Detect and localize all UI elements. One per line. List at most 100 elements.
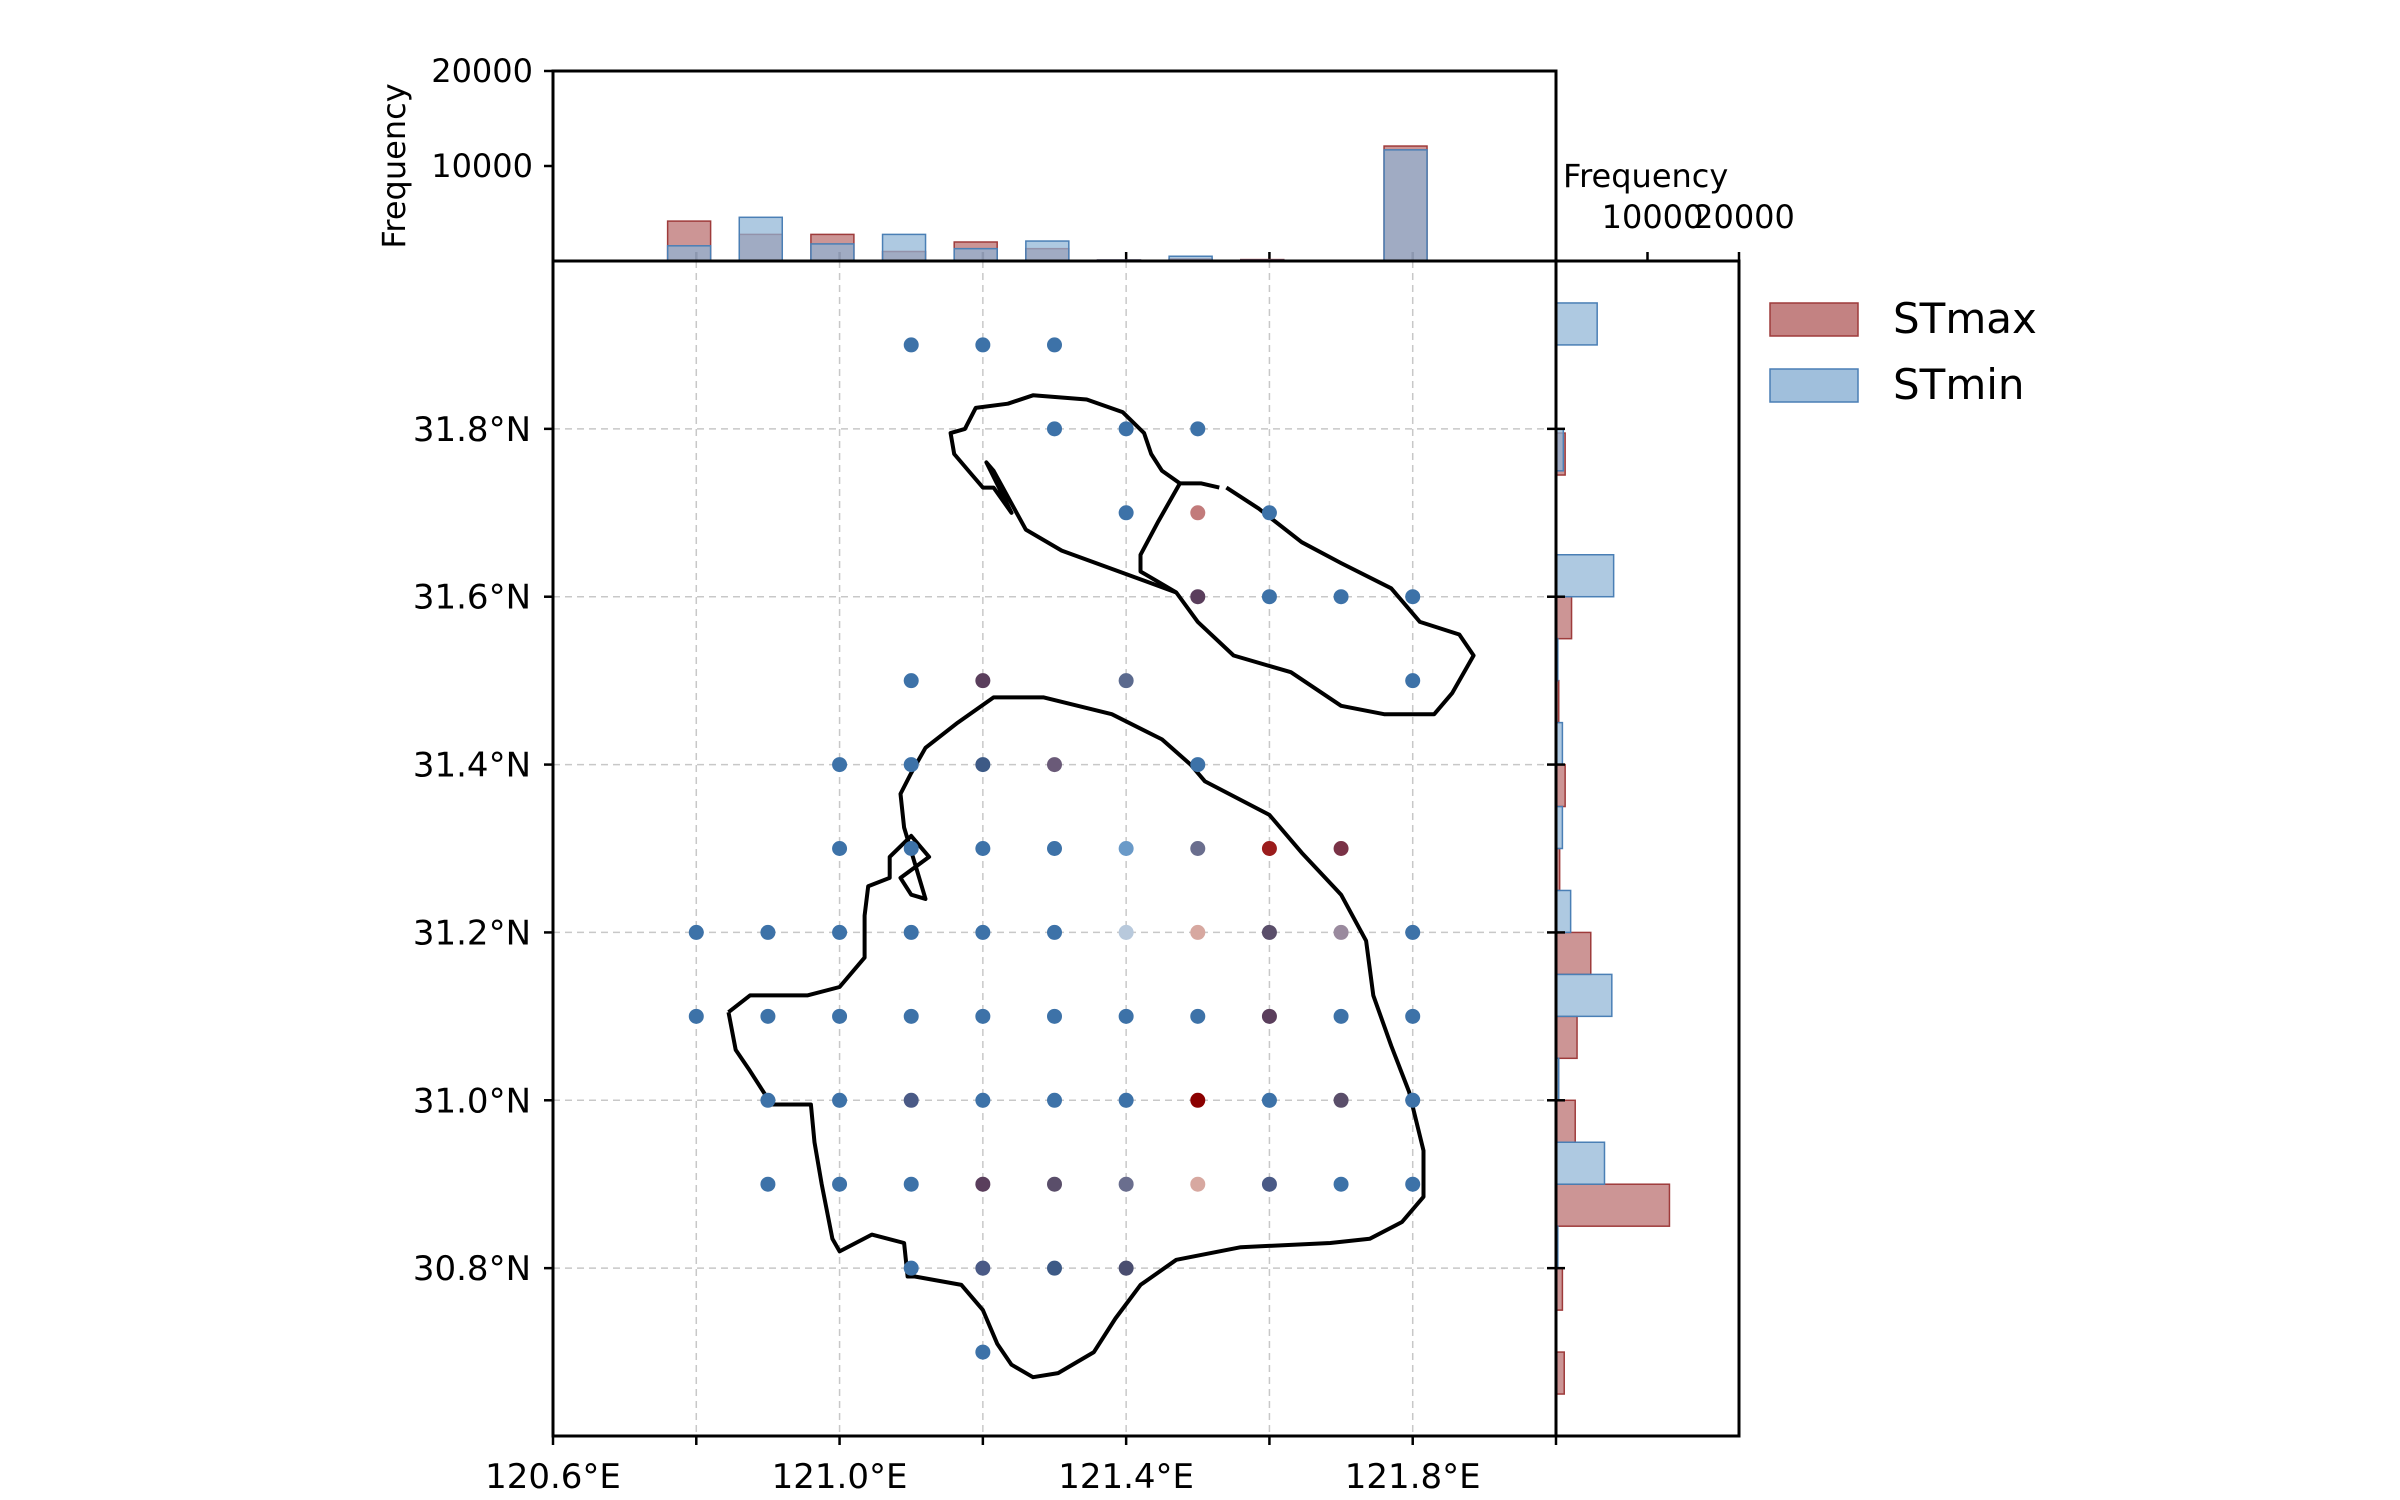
right-hist-bar-stmax [1555, 1183, 1671, 1227]
station-point [832, 1092, 848, 1108]
station-point [1047, 1092, 1062, 1108]
station-point [1405, 673, 1421, 689]
boundary-mainland-outline [726, 695, 1426, 1380]
station-point [1047, 841, 1062, 856]
station-point [1190, 1008, 1206, 1024]
station-point [760, 1176, 776, 1192]
station-point [1118, 1260, 1134, 1276]
station-point [1118, 841, 1134, 856]
right-histogram-xlabel: Frequency [1563, 157, 1728, 195]
station-point [1261, 505, 1277, 521]
station-point [1047, 421, 1062, 437]
legend: STmax STmin [1769, 294, 2037, 409]
legend-label-stmax: STmax [1893, 294, 2037, 343]
top-histogram-frame [551, 69, 1558, 263]
station-point [903, 1008, 919, 1024]
station-point [975, 1260, 991, 1276]
station-point [1333, 924, 1349, 940]
main-axis-ticks: 120.6°E 121.0°E 121.4°E 121.8°E 30.8°N 31.0°N… [413, 252, 1558, 1497]
station-point [975, 757, 991, 773]
legend-swatch-stmin [1769, 368, 1859, 403]
right-histogram-frame [1554, 259, 1741, 1438]
station-point [1047, 757, 1062, 773]
x-tick-label: 120.6°E [485, 1457, 621, 1497]
station-point [1261, 1008, 1277, 1024]
station-point [1261, 841, 1277, 856]
station-point [832, 1176, 848, 1192]
station-point [975, 673, 991, 689]
station-point [832, 757, 848, 773]
station-point [688, 924, 704, 940]
station-point [1190, 1176, 1206, 1192]
station-point [1405, 1176, 1421, 1192]
station-point [903, 757, 919, 773]
station-point [1261, 1092, 1277, 1108]
station-point [1118, 1092, 1134, 1108]
station-point [832, 924, 848, 940]
legend-label-stmin: STmin [1893, 360, 2025, 409]
main-gridlines [553, 261, 1556, 1436]
station-point [1190, 757, 1206, 773]
station-point [903, 337, 919, 353]
right-hist-bar-stmin [1555, 973, 1613, 1018]
station-point [1047, 1176, 1062, 1192]
station-point [975, 924, 991, 940]
top-histogram-ylabel: Frequency [375, 83, 413, 248]
legend-swatch-stmax [1769, 302, 1859, 337]
station-point [1047, 924, 1062, 940]
x-tick-label: 121.4°E [1058, 1457, 1194, 1497]
station-point [1333, 589, 1349, 605]
station-point [975, 1344, 991, 1360]
station-point [1190, 841, 1206, 856]
station-point [1118, 505, 1134, 521]
top-hist-bar-stmin [1383, 149, 1428, 262]
y-tick-label: 31.0°N [413, 1081, 531, 1121]
y-tick-label: 30.8°N [413, 1249, 531, 1289]
right-hist-bar-stmax [1555, 595, 1573, 640]
station-point [832, 1008, 848, 1024]
shanghai-boundary [726, 393, 1476, 1380]
right-hist-bar-stmin [1555, 1141, 1606, 1185]
x-tick-label: 121.8°E [1345, 1457, 1481, 1497]
top-hist-bar-stmin [1025, 240, 1070, 262]
right-hist-bar-stmax [1555, 1015, 1578, 1060]
top-histogram-ticks: 10000 20000 [431, 52, 553, 185]
station-point [1261, 924, 1277, 940]
top-hist-bar-stmin [881, 233, 927, 262]
right-hist-bar-stmax [1555, 931, 1592, 976]
station-point [1333, 841, 1349, 856]
station-point [1118, 1008, 1134, 1024]
station-point [1405, 1008, 1421, 1024]
station-point [1118, 924, 1134, 940]
station-point [760, 1092, 776, 1108]
station-point [903, 673, 919, 689]
station-point [1190, 505, 1206, 521]
station-point [1118, 673, 1134, 689]
top-hist-bar-stmin [666, 245, 712, 262]
top-hist-bar-stmin [953, 247, 998, 262]
station-point [1047, 337, 1062, 353]
station-point [1047, 1008, 1062, 1024]
right-hist-bar-stmin [1555, 302, 1598, 346]
station-point [688, 1008, 704, 1024]
station-point [1405, 1092, 1421, 1108]
station-point [1190, 589, 1206, 605]
station-points [688, 337, 1421, 1360]
right-hist-x-tick-label: 10000 [1602, 198, 1704, 236]
station-point [1333, 1092, 1349, 1108]
station-point [975, 1176, 991, 1192]
station-point [1190, 1092, 1206, 1108]
y-tick-label: 31.8°N [413, 410, 531, 450]
right-hist-bar-stmin [1555, 554, 1615, 598]
station-point [975, 1008, 991, 1024]
station-point [1405, 924, 1421, 940]
station-point [760, 1008, 776, 1024]
y-tick-label: 31.4°N [413, 746, 531, 786]
boundary-island-outline [1138, 481, 1476, 717]
station-point [903, 841, 919, 856]
station-point [903, 1092, 919, 1108]
station-point [975, 337, 991, 353]
